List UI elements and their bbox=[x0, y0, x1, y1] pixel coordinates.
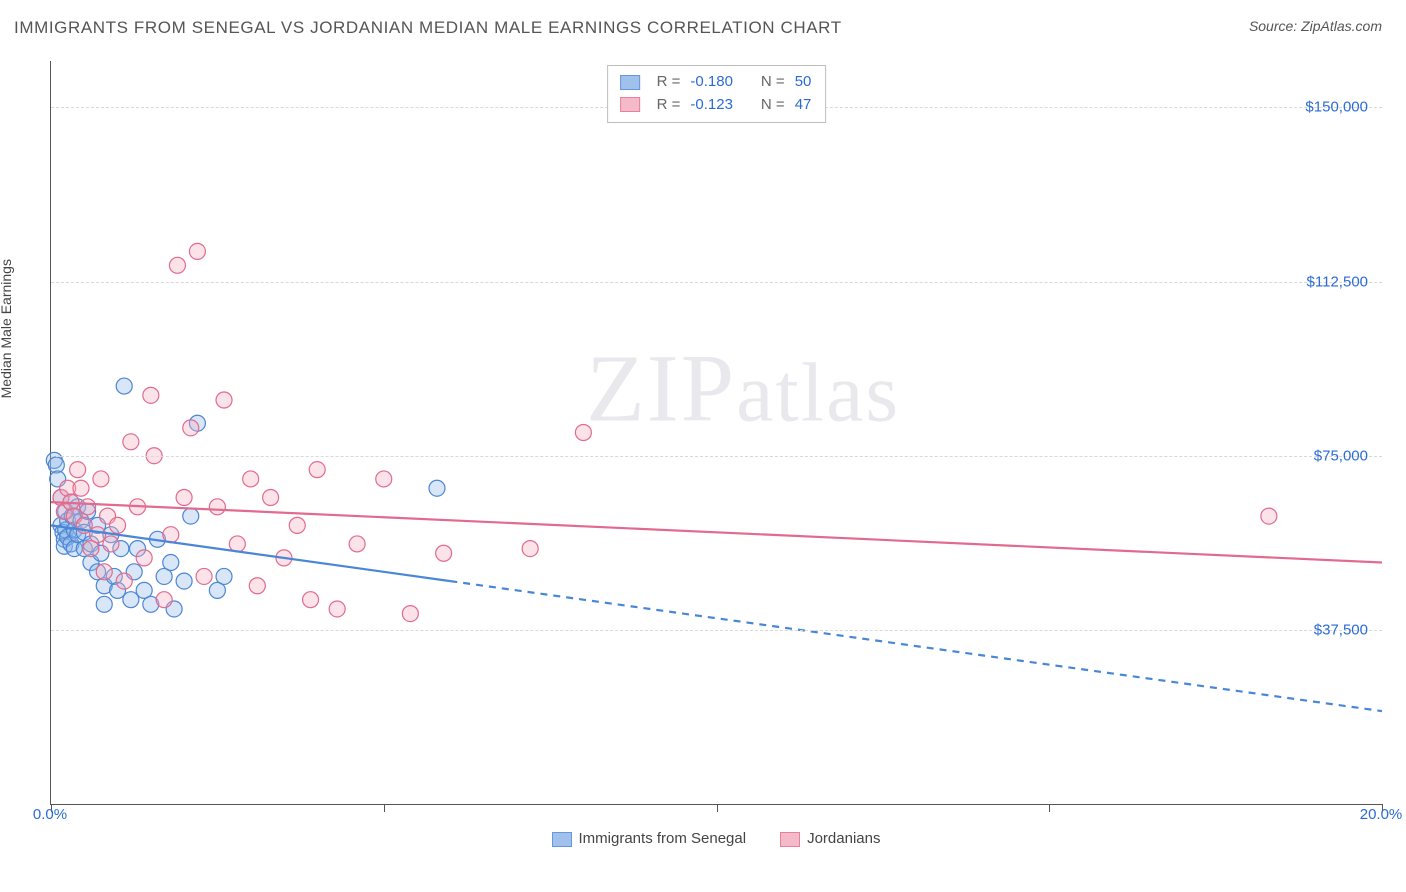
data-point bbox=[216, 392, 232, 408]
data-point bbox=[249, 578, 265, 594]
legend-item: Jordanians bbox=[780, 830, 880, 847]
data-point bbox=[73, 480, 89, 496]
data-point bbox=[163, 555, 179, 571]
x-tick bbox=[384, 804, 385, 812]
data-point bbox=[183, 420, 199, 436]
y-tick-label: $75,000 bbox=[1314, 447, 1368, 464]
data-point bbox=[96, 564, 112, 580]
chart-container: Median Male Earnings ZIPatlas R =-0.180N… bbox=[14, 55, 1392, 865]
data-point bbox=[349, 536, 365, 552]
r-label: R = bbox=[657, 94, 681, 117]
trend-line-extrapolated bbox=[450, 581, 1382, 711]
gridline bbox=[51, 630, 1382, 631]
gridline bbox=[51, 456, 1382, 457]
x-axis-ticks bbox=[51, 804, 1382, 812]
data-point bbox=[575, 425, 591, 441]
data-point bbox=[309, 462, 325, 478]
x-tick bbox=[1049, 804, 1050, 812]
data-point bbox=[429, 480, 445, 496]
plot-area: ZIPatlas R =-0.180N =50R =-0.123N =47 $3… bbox=[50, 61, 1382, 805]
data-point bbox=[136, 550, 152, 566]
legend-label: Immigrants from Senegal bbox=[579, 830, 747, 847]
r-value: -0.180 bbox=[690, 71, 733, 94]
source-attribution: Source: ZipAtlas.com bbox=[1249, 18, 1382, 34]
y-tick-label: $150,000 bbox=[1305, 99, 1368, 116]
data-point bbox=[169, 257, 185, 273]
gridline bbox=[51, 282, 1382, 283]
n-label: N = bbox=[761, 71, 785, 94]
r-label: R = bbox=[657, 71, 681, 94]
data-point bbox=[116, 573, 132, 589]
data-point bbox=[216, 568, 232, 584]
data-point bbox=[116, 378, 132, 394]
data-point bbox=[289, 517, 305, 533]
r-value: -0.123 bbox=[690, 94, 733, 117]
data-point bbox=[263, 490, 279, 506]
plot-svg bbox=[51, 61, 1382, 804]
data-point bbox=[70, 462, 86, 478]
legend-item: Immigrants from Senegal bbox=[552, 830, 747, 847]
data-point bbox=[189, 243, 205, 259]
n-label: N = bbox=[761, 94, 785, 117]
legend-label: Jordanians bbox=[807, 830, 880, 847]
data-point bbox=[176, 490, 192, 506]
data-point bbox=[243, 471, 259, 487]
data-point bbox=[143, 387, 159, 403]
data-point bbox=[80, 499, 96, 515]
n-value: 47 bbox=[795, 94, 812, 117]
y-axis-label: Median Male Earnings bbox=[0, 259, 14, 398]
data-point bbox=[402, 606, 418, 622]
data-point bbox=[436, 545, 452, 561]
data-point bbox=[329, 601, 345, 617]
data-point bbox=[110, 517, 126, 533]
x-tick-label: 0.0% bbox=[33, 806, 67, 823]
legend-swatch bbox=[780, 832, 800, 847]
legend-swatch bbox=[620, 97, 640, 112]
n-value: 50 bbox=[795, 71, 812, 94]
y-tick-label: $37,500 bbox=[1314, 621, 1368, 638]
chart-title: IMMIGRANTS FROM SENEGAL VS JORDANIAN MED… bbox=[14, 18, 842, 38]
data-point bbox=[156, 592, 172, 608]
x-tick-label: 20.0% bbox=[1360, 806, 1403, 823]
data-point bbox=[176, 573, 192, 589]
stats-row: R = -0.180 N = 50 bbox=[620, 71, 812, 94]
data-point bbox=[93, 471, 109, 487]
legend-swatch bbox=[552, 832, 572, 847]
header: IMMIGRANTS FROM SENEGAL VS JORDANIAN MED… bbox=[0, 0, 1406, 44]
stats-legend-box: R = -0.180 N = 50 R = -0.123 N = 47 bbox=[607, 65, 827, 123]
data-point bbox=[196, 568, 212, 584]
data-point bbox=[96, 596, 112, 612]
data-point bbox=[103, 536, 119, 552]
data-point bbox=[183, 508, 199, 524]
legend-swatch bbox=[620, 75, 640, 90]
data-point bbox=[303, 592, 319, 608]
stats-row: R = -0.123 N = 47 bbox=[620, 94, 812, 117]
data-point bbox=[522, 541, 538, 557]
y-tick-label: $112,500 bbox=[1307, 273, 1368, 290]
data-point bbox=[376, 471, 392, 487]
data-point bbox=[209, 499, 225, 515]
data-point bbox=[123, 434, 139, 450]
bottom-legend: Immigrants from Senegal Jordanians bbox=[50, 830, 1382, 847]
x-tick bbox=[717, 804, 718, 812]
data-point bbox=[1261, 508, 1277, 524]
